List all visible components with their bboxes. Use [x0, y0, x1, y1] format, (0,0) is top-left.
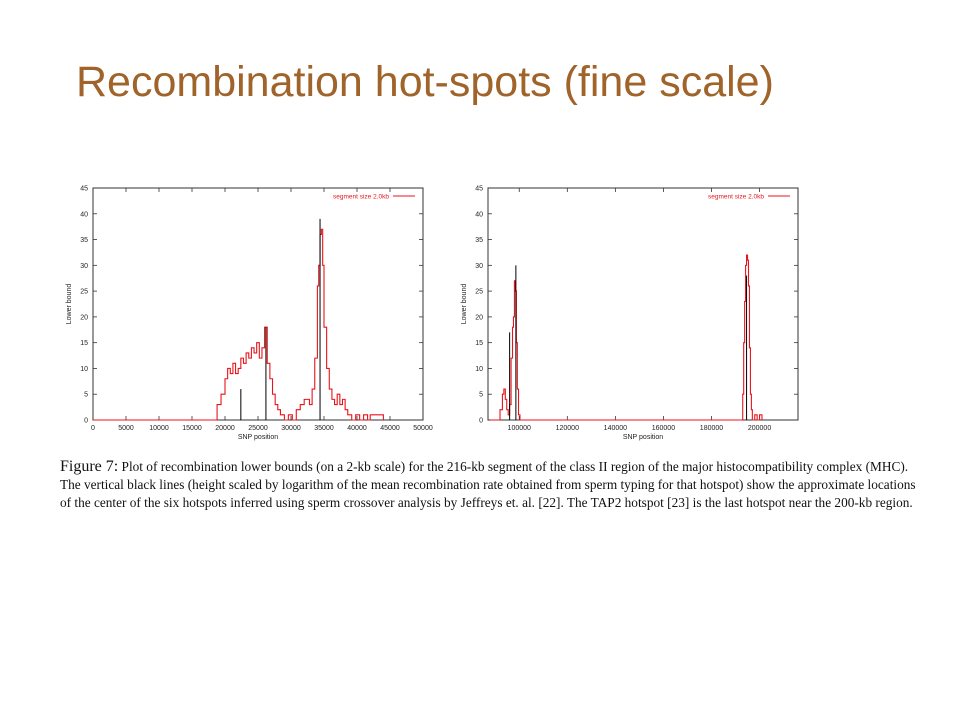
left-chart-series-line-0: [93, 228, 384, 421]
chart-left: 0 5 10 15 20 25 30 35 40 45 0 5000 10000 15000 20000 25…: [55, 180, 435, 445]
figure-label: Figure 7:: [60, 458, 119, 475]
left-chart-ytick-label: 10: [80, 366, 88, 373]
left-chart-xtick-label: 50000: [413, 425, 433, 432]
right-chart-series-line-0: [490, 254, 763, 421]
right-chart-ytick-label: 0: [479, 418, 483, 425]
right-chart-xtick-label: 100000: [508, 425, 531, 432]
right-chart-ytick-label: 40: [475, 211, 483, 218]
right-chart-ytick-label: 10: [475, 366, 483, 373]
left-chart-ytick-label: 15: [80, 340, 88, 347]
left-chart-xtick-label: 20000: [215, 425, 235, 432]
left-chart-xtick-label: 40000: [347, 425, 367, 432]
left-chart-legend-label: segment size 2.0kb: [333, 194, 389, 201]
left-chart-ytick-label: 20: [80, 314, 88, 321]
left-chart-xtick-label: 5000: [118, 425, 134, 432]
right-chart-ytick-label: 45: [475, 186, 483, 193]
left-chart-xtick-label: 35000: [314, 425, 334, 432]
right-chart-xtick-label: 160000: [652, 425, 675, 432]
right-chart-svg: 0 5 10 15 20 25 30 35 40 45 100000 120000 140000 1600…: [461, 186, 799, 441]
figure-caption-text: Plot of recombination lower bounds (on a…: [60, 459, 916, 510]
left-chart-ytick-label: 5: [84, 392, 88, 399]
right-chart-legend-label: segment size 2.0kb: [708, 194, 764, 201]
right-chart-xtick-label: 140000: [604, 425, 627, 432]
left-chart-xtick-label: 15000: [182, 425, 202, 432]
slide-title: Recombination hot-spots (fine scale): [76, 58, 774, 106]
right-chart-ytick-label: 35: [475, 237, 483, 244]
right-chart-x-axis-label: SNP position: [623, 434, 663, 441]
left-chart-xtick-label: 45000: [380, 425, 400, 432]
right-chart-xtick-label: 200000: [748, 425, 771, 432]
right-chart-xtick-label: 180000: [700, 425, 723, 432]
left-chart-xtick-label: 10000: [149, 425, 169, 432]
left-chart-x-axis-label: SNP position: [238, 434, 278, 441]
right-chart-plot-frame: [487, 187, 799, 421]
left-chart-ytick-label: 30: [80, 263, 88, 270]
left-chart-y-axis-label: Lower bound: [66, 284, 73, 325]
right-chart-ytick-label: 30: [475, 263, 483, 270]
left-chart-ytick-label: 25: [80, 289, 88, 296]
right-chart-ytick-label: 25: [475, 289, 483, 296]
left-chart-xtick-label: 30000: [281, 425, 301, 432]
right-chart-ytick-label: 20: [475, 314, 483, 321]
left-chart-svg: 0 5 10 15 20 25 30 35 40 45 0 5000 10000 15000 20000 25…: [66, 186, 433, 442]
figure-caption: Figure 7: Plot of recombination lower bo…: [60, 458, 920, 512]
left-chart-ytick-label: 45: [80, 186, 88, 193]
right-chart-xtick-label: 120000: [556, 425, 579, 432]
left-chart-ytick-label: 35: [80, 237, 88, 244]
left-chart-xtick-label: 25000: [248, 425, 268, 432]
right-chart-y-axis-label: Lower bound: [461, 284, 468, 325]
left-chart-ytick-label: 40: [80, 211, 88, 218]
chart-right: 0 5 10 15 20 25 30 35 40 45 100000 120000 140000 1600…: [450, 180, 810, 445]
right-chart-ytick-label: 5: [479, 392, 483, 399]
left-chart-xtick-label: 0: [91, 425, 95, 432]
right-chart-ytick-label: 15: [475, 340, 483, 347]
left-chart-ytick-label: 0: [84, 418, 88, 425]
left-chart-plot-frame: [92, 187, 424, 421]
